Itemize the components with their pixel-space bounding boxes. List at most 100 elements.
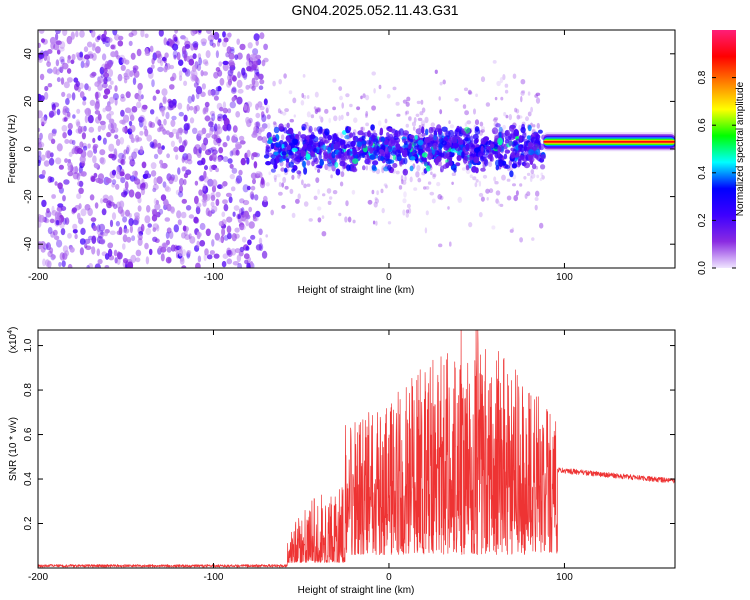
spectral-blob (374, 198, 379, 204)
spectral-blob (472, 133, 479, 140)
spectral-blob (223, 203, 229, 212)
spectral-blob (313, 147, 318, 153)
snr-y-axis-label: SNR (10 * v/v) (8, 417, 19, 481)
spectral-blob (255, 171, 262, 176)
spectral-blob (245, 219, 249, 227)
spectral-blob (236, 254, 242, 263)
spectral-blob (469, 174, 473, 178)
spectral-blob (327, 162, 333, 167)
spectral-blob (438, 243, 443, 248)
spectral-blob (202, 59, 209, 65)
spectral-blob (163, 37, 168, 46)
spectral-blob (202, 185, 209, 194)
spectral-blob (43, 218, 50, 224)
spectral-blob (454, 98, 459, 102)
spectral-blob (39, 73, 45, 81)
spectral-blob (317, 206, 322, 211)
spectral-blob (169, 84, 175, 90)
spectral-blob (292, 97, 297, 104)
spectral-blob (157, 58, 162, 64)
spectral-blob (79, 91, 85, 99)
spectral-blob (240, 207, 245, 216)
spectral-blob (79, 180, 84, 188)
spectral-blob (204, 248, 209, 256)
spectral-blob (530, 106, 533, 113)
spectral-blob (204, 61, 209, 67)
spectral-blob (463, 87, 469, 92)
spectral-blob (124, 107, 132, 114)
spectral-blob (261, 114, 267, 123)
spectral-blob (259, 105, 265, 111)
spectral-blob (253, 80, 259, 88)
spectral-blob (65, 98, 70, 105)
spectral-blob (294, 133, 299, 139)
spectral-blob (509, 229, 514, 233)
spectrogram-y-axis-label: Frequency (Hz) (7, 115, 18, 184)
spectral-blob (141, 161, 147, 169)
spectral-blob (404, 175, 407, 182)
spectral-blob (473, 156, 480, 164)
spectral-blob (349, 132, 353, 138)
spectral-blob (196, 202, 202, 208)
spectral-blob (291, 212, 296, 218)
spectral-blob (417, 139, 424, 146)
spectral-blob (419, 111, 424, 116)
spectral-blob (527, 91, 531, 96)
spectral-blob (131, 151, 138, 160)
spectral-blob (453, 167, 457, 173)
spectral-blob (129, 225, 133, 234)
spectral-blob (170, 119, 176, 128)
spectral-blob (213, 137, 219, 146)
spectral-blob (144, 170, 149, 176)
spectral-blob (126, 144, 131, 153)
spectral-blob (405, 101, 410, 107)
spectral-blob (211, 153, 217, 161)
spectral-blob (519, 146, 526, 153)
spectral-blob (420, 99, 424, 105)
spectral-blob (278, 182, 282, 187)
spectral-blob (54, 211, 60, 220)
spectral-blob (330, 143, 335, 150)
spectral-blob (234, 248, 241, 254)
spectral-blob (96, 228, 101, 235)
spectral-blob (231, 135, 237, 143)
spectral-blob (56, 239, 63, 248)
spectral-blob (249, 54, 256, 62)
spectral-blob (146, 134, 152, 142)
spectral-blob (434, 158, 439, 166)
spectral-blob (197, 160, 204, 166)
spectral-blob (45, 150, 52, 159)
spectral-blob (272, 137, 278, 143)
spectral-blob (478, 180, 482, 187)
spectral-blob (62, 105, 69, 113)
spectral-blob (480, 167, 486, 172)
spectral-blob (216, 128, 220, 137)
spectral-blob (51, 103, 56, 111)
spectral-blob (302, 74, 306, 78)
spectral-blob (108, 84, 113, 90)
spectral-blob (318, 148, 322, 156)
spectral-blob (245, 116, 250, 124)
spectral-blob (509, 170, 514, 178)
spectral-blob (181, 166, 186, 172)
spectral-blob (358, 153, 365, 158)
spectral-blob (47, 83, 53, 88)
spectral-blob (215, 167, 220, 173)
spectral-blob (111, 179, 117, 185)
spectral-blob (252, 152, 258, 158)
spectral-blob (151, 79, 155, 88)
spectral-blob (134, 134, 140, 143)
spectral-blob (83, 54, 91, 60)
spectral-blob (121, 154, 126, 161)
spectral-blob (129, 124, 136, 133)
spectral-blob (365, 165, 369, 171)
spectral-blob (211, 89, 217, 98)
spectral-blob (266, 122, 271, 129)
spectral-blob (378, 149, 385, 155)
spectral-blob (426, 152, 433, 160)
spectral-blob (71, 207, 77, 213)
spectral-blob (105, 105, 112, 112)
spectral-blob (432, 173, 437, 178)
spectral-blob (235, 149, 240, 156)
spectral-blob (318, 153, 322, 161)
